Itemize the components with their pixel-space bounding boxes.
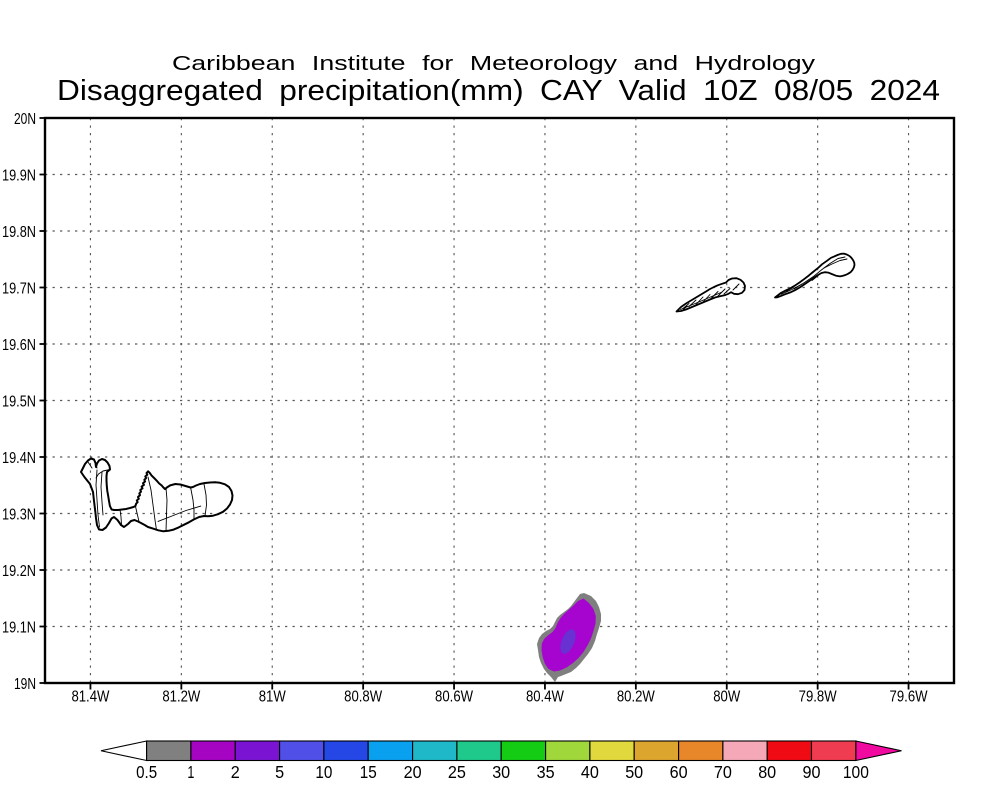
svg-text:50: 50 bbox=[625, 762, 643, 782]
svg-text:80.4W: 80.4W bbox=[526, 689, 565, 706]
svg-text:80.2W: 80.2W bbox=[617, 689, 656, 706]
svg-text:81.4W: 81.4W bbox=[71, 689, 110, 706]
svg-text:60: 60 bbox=[670, 762, 688, 782]
svg-text:40: 40 bbox=[581, 762, 599, 782]
svg-text:79.8W: 79.8W bbox=[799, 689, 838, 706]
svg-text:19.1N: 19.1N bbox=[2, 619, 36, 636]
svg-text:10: 10 bbox=[315, 762, 332, 782]
svg-text:80.6W: 80.6W bbox=[435, 689, 474, 706]
svg-text:19.4N: 19.4N bbox=[2, 450, 36, 467]
svg-text:81.2W: 81.2W bbox=[162, 689, 201, 706]
svg-text:15: 15 bbox=[360, 762, 377, 782]
svg-text:19.9N: 19.9N bbox=[2, 167, 36, 184]
svg-text:19.2N: 19.2N bbox=[2, 563, 36, 580]
svg-text:80W: 80W bbox=[713, 689, 741, 706]
svg-text:79.6W: 79.6W bbox=[890, 689, 929, 706]
svg-text:90: 90 bbox=[803, 762, 821, 782]
svg-text:Caribbean Institute for Meteor: Caribbean Institute for Meteorology and … bbox=[172, 52, 816, 75]
svg-text:81W: 81W bbox=[259, 689, 287, 706]
svg-text:19.7N: 19.7N bbox=[2, 280, 36, 297]
svg-text:80.8W: 80.8W bbox=[344, 689, 383, 706]
svg-text:70: 70 bbox=[714, 762, 732, 782]
svg-text:Disaggregated precipitation(mm: Disaggregated precipitation(mm) CAY Vali… bbox=[57, 75, 940, 107]
svg-text:20N: 20N bbox=[14, 111, 36, 128]
svg-text:19.5N: 19.5N bbox=[2, 393, 36, 410]
svg-text:100: 100 bbox=[843, 762, 869, 782]
svg-text:5: 5 bbox=[275, 762, 284, 782]
svg-text:20: 20 bbox=[404, 762, 422, 782]
svg-text:30: 30 bbox=[492, 762, 510, 782]
svg-text:2: 2 bbox=[231, 762, 240, 782]
svg-text:19N: 19N bbox=[14, 676, 36, 693]
svg-text:35: 35 bbox=[537, 762, 555, 782]
svg-text:0.5: 0.5 bbox=[136, 762, 157, 782]
svg-text:25: 25 bbox=[448, 762, 466, 782]
svg-text:19.6N: 19.6N bbox=[2, 337, 36, 354]
svg-text:80: 80 bbox=[758, 762, 776, 782]
svg-text:1: 1 bbox=[187, 762, 194, 782]
svg-text:19.3N: 19.3N bbox=[2, 506, 36, 523]
svg-text:19.8N: 19.8N bbox=[2, 224, 36, 241]
